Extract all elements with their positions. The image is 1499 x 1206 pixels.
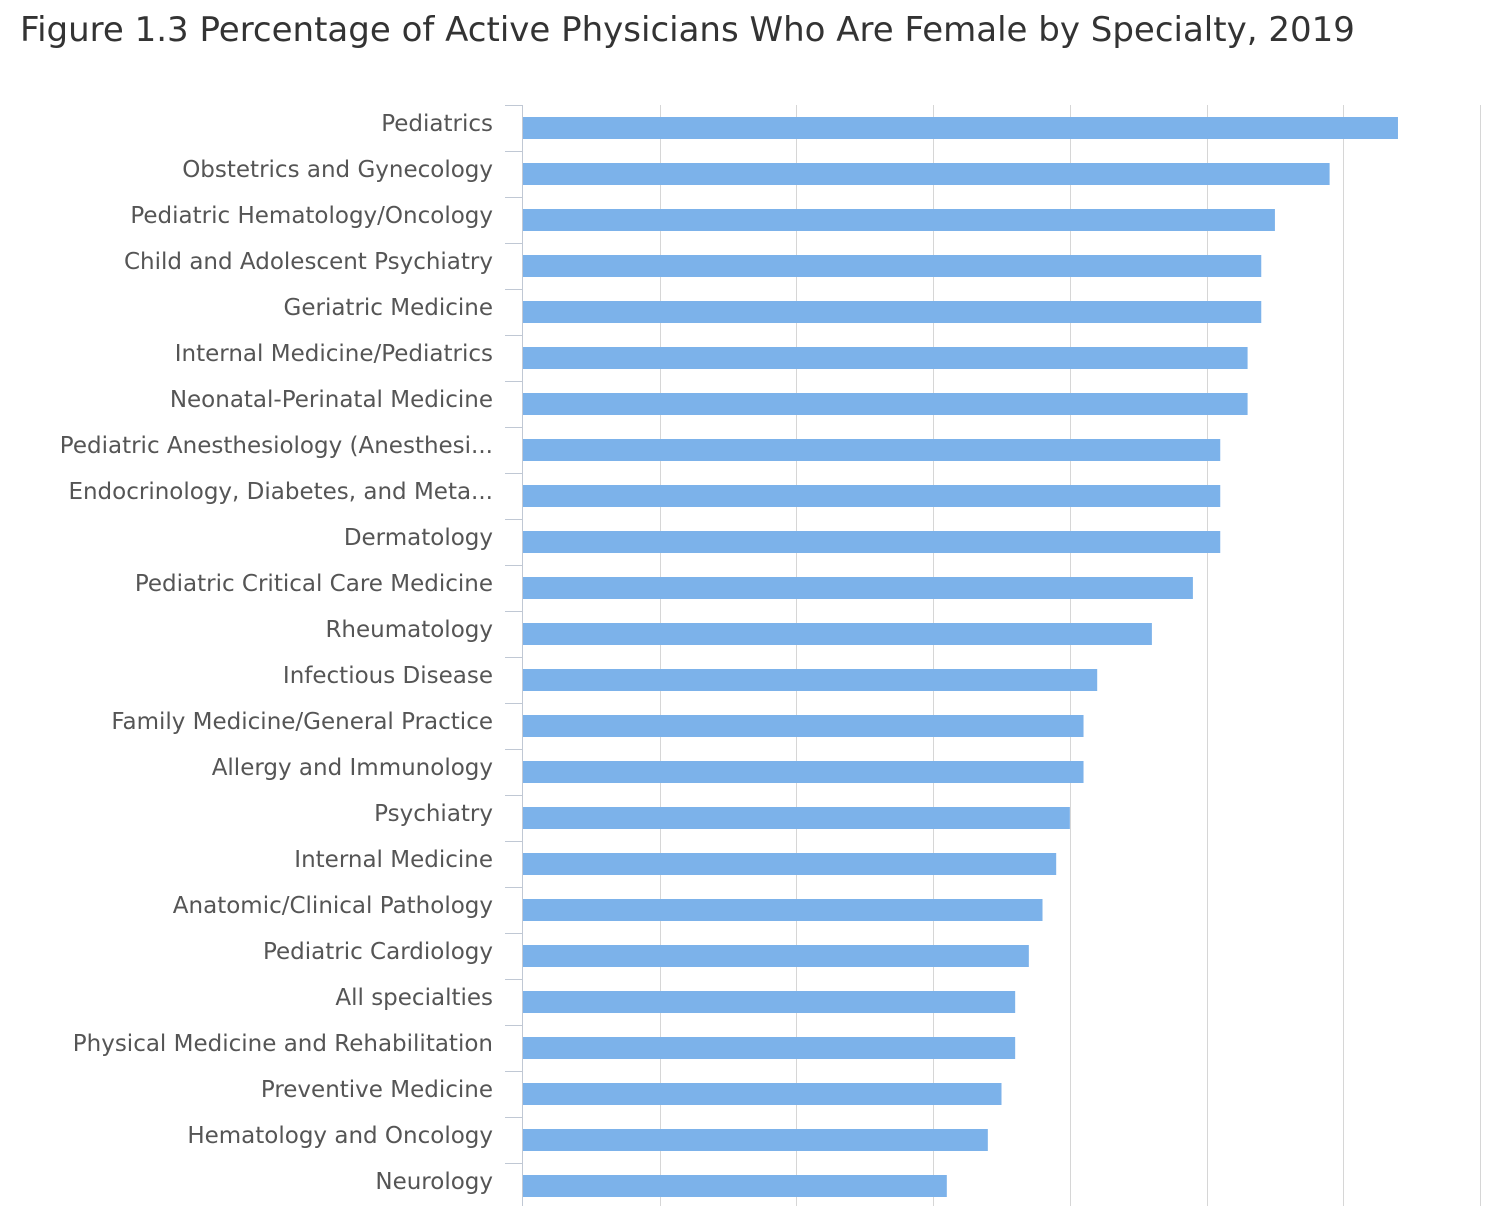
category-label: Endocrinology, Diabetes, and Meta... — [68, 479, 493, 505]
bar — [523, 761, 1084, 783]
category-label: Dermatology — [344, 525, 493, 551]
category-label: Preventive Medicine — [261, 1077, 493, 1103]
bar — [523, 623, 1152, 645]
category-label: Internal Medicine — [294, 847, 493, 873]
category-label: Pediatric Anesthesiology (Anesthesi... — [60, 433, 493, 459]
bar — [523, 991, 1016, 1013]
bar — [523, 531, 1221, 553]
category-label: Family Medicine/General Practice — [111, 709, 493, 735]
category-label: Pediatrics — [381, 111, 493, 137]
bar — [523, 1037, 1016, 1059]
bar — [523, 899, 1043, 921]
bar — [523, 117, 1398, 139]
bar — [523, 853, 1057, 875]
category-label: Child and Adolescent Psychiatry — [124, 249, 493, 275]
bars — [523, 117, 1398, 1197]
bar — [523, 485, 1221, 507]
category-label: Physical Medicine and Rehabilitation — [73, 1031, 493, 1057]
category-label: Pediatric Critical Care Medicine — [135, 571, 493, 597]
category-label: Psychiatry — [374, 801, 493, 827]
bar — [523, 715, 1084, 737]
category-label: All specialties — [335, 985, 493, 1011]
bar — [523, 439, 1221, 461]
category-label: Anatomic/Clinical Pathology — [173, 893, 493, 919]
grid-lines — [660, 105, 1481, 1206]
bar — [523, 301, 1262, 323]
bar — [523, 1083, 1002, 1105]
bar — [523, 577, 1193, 599]
category-label: Internal Medicine/Pediatrics — [175, 341, 493, 367]
bar — [523, 255, 1262, 277]
bar — [523, 807, 1070, 829]
category-label: Allergy and Immunology — [212, 755, 493, 781]
category-label: Hematology and Oncology — [187, 1123, 493, 1149]
category-label: Neurology — [375, 1169, 493, 1195]
bar — [523, 1175, 947, 1197]
category-label: Neonatal-Perinatal Medicine — [170, 387, 493, 413]
category-label: Infectious Disease — [283, 663, 493, 689]
category-label: Rheumatology — [325, 617, 493, 643]
category-label: Obstetrics and Gynecology — [182, 157, 493, 183]
bar — [523, 1129, 988, 1151]
bar — [523, 163, 1330, 185]
bar — [523, 347, 1248, 369]
category-label: Pediatric Cardiology — [263, 939, 493, 965]
category-label: Pediatric Hematology/Oncology — [130, 203, 493, 229]
bar — [523, 669, 1098, 691]
chart-title: Figure 1.3 Percentage of Active Physicia… — [20, 10, 1355, 50]
bar — [523, 945, 1029, 967]
category-label: Geriatric Medicine — [284, 295, 493, 321]
category-axis — [505, 105, 523, 1206]
bar — [523, 393, 1248, 415]
bar — [523, 209, 1275, 231]
category-labels: Pediatrics Obstetrics and Gynecology Pedia… — [60, 111, 493, 1195]
